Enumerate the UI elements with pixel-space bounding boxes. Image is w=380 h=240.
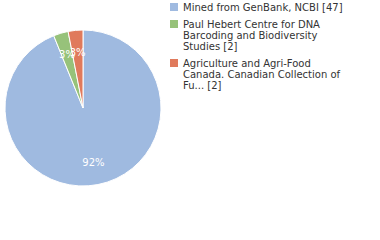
legend-label: Paul Hebert Centre for DNABarcoding and …: [183, 19, 320, 52]
pie: [5, 30, 161, 186]
legend-label: Mined from GenBank, NCBI [47]: [183, 2, 343, 13]
legend-swatch: [170, 20, 178, 28]
data-label: 92%: [82, 157, 104, 168]
legend: Mined from GenBank, NCBI [47] Paul Hebert…: [170, 2, 343, 91]
chart: 92%3%3%Mined from GenBank, NCBI [47]Paul…: [0, 0, 380, 240]
legend-swatch: [170, 3, 178, 11]
data-labels: 92%3%3%: [59, 47, 104, 167]
data-label: 3%: [70, 47, 86, 58]
legend-swatch: [170, 59, 178, 67]
legend-label: Agriculture and Agri-FoodCanada. Canadia…: [183, 58, 341, 91]
pie-slice: [5, 30, 161, 186]
pie-slice: [68, 30, 83, 108]
